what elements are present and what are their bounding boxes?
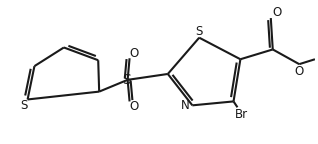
Text: S: S	[196, 25, 203, 38]
Text: O: O	[272, 6, 281, 19]
Text: O: O	[294, 65, 304, 77]
Text: N: N	[181, 99, 190, 112]
Text: S: S	[20, 99, 27, 112]
Text: S: S	[122, 73, 131, 87]
Text: Br: Br	[235, 108, 248, 121]
Text: O: O	[129, 47, 138, 60]
Text: O: O	[129, 100, 138, 113]
